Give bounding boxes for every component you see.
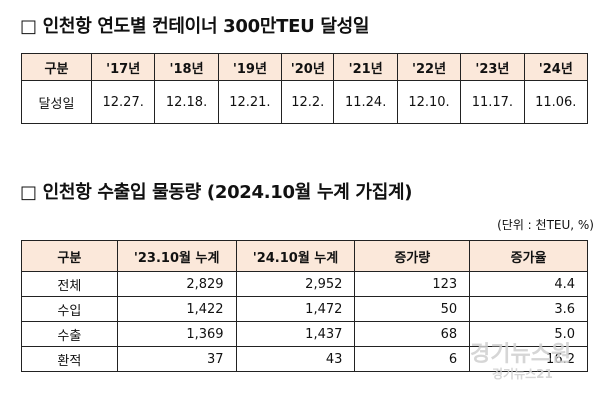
date-cell: 12.18. bbox=[154, 80, 219, 124]
section1-title: □ 인천항 연도별 컨테이너 300만TEU 달성일 bbox=[20, 16, 370, 37]
date-cell: 12.2. bbox=[281, 80, 335, 124]
date-cell: 12.10. bbox=[396, 80, 462, 124]
value-cell: 2,952 bbox=[235, 271, 356, 297]
table-header-row: 구분 '17년 '18년 '19년 '20년 '21년 '22년 '23년 '2… bbox=[21, 53, 589, 81]
year-cell: '17년 bbox=[90, 53, 156, 81]
header-cell: 증가율 bbox=[469, 240, 588, 272]
table-row: 수출 1,369 1,437 68 5.0 bbox=[21, 321, 588, 347]
date-cell: 12.21. bbox=[217, 80, 283, 124]
date-cell: 12.27. bbox=[90, 80, 156, 124]
table-header-row: 구분 '23.10월 누계 '24.10월 누계 증가량 증가율 bbox=[21, 240, 588, 272]
year-cell: '21년 bbox=[333, 53, 398, 81]
date-cell: 11.17. bbox=[460, 80, 525, 124]
header-cell: 구분 bbox=[21, 53, 92, 81]
value-cell: 2,829 bbox=[116, 271, 237, 297]
value-cell: 1,422 bbox=[116, 296, 237, 322]
year-cell: '22년 bbox=[396, 53, 462, 81]
year-cell: '19년 bbox=[217, 53, 283, 81]
value-cell: 1,369 bbox=[116, 321, 237, 347]
value-cell: 37 bbox=[116, 346, 237, 372]
row-label: 수입 bbox=[21, 296, 118, 322]
row-label: 환적 bbox=[21, 346, 118, 372]
date-cell: 11.06. bbox=[523, 80, 589, 124]
value-cell: 68 bbox=[354, 321, 471, 347]
row-label: 수출 bbox=[21, 321, 118, 347]
value-cell: 3.6 bbox=[469, 296, 588, 322]
value-cell: 5.0 bbox=[469, 321, 588, 347]
value-cell: 16.2 bbox=[469, 346, 588, 372]
table-row: 달성일 12.27. 12.18. 12.21. 12.2. 11.24. 12… bbox=[21, 80, 589, 124]
value-cell: 1,472 bbox=[235, 296, 356, 322]
table-row: 전체 2,829 2,952 123 4.4 bbox=[21, 271, 588, 297]
value-cell: 50 bbox=[354, 296, 471, 322]
year-cell: '20년 bbox=[281, 53, 335, 81]
watermark-logo: 경기뉴스원 bbox=[470, 342, 572, 367]
date-cell: 11.24. bbox=[333, 80, 398, 124]
row-label: 전체 bbox=[21, 271, 118, 297]
achievement-date-table: 구분 '17년 '18년 '19년 '20년 '21년 '22년 '23년 '2… bbox=[21, 53, 589, 124]
header-cell: '24.10월 누계 bbox=[235, 240, 356, 272]
header-cell: '23.10월 누계 bbox=[116, 240, 237, 272]
cargo-volume-table: 구분 '23.10월 누계 '24.10월 누계 증가량 증가율 전체 2,82… bbox=[21, 240, 588, 372]
year-cell: '18년 bbox=[154, 53, 219, 81]
value-cell: 123 bbox=[354, 271, 471, 297]
value-cell: 6 bbox=[354, 346, 471, 372]
header-cell: 증가량 bbox=[354, 240, 471, 272]
row-label: 달성일 bbox=[21, 80, 92, 124]
table-row: 수입 1,422 1,472 50 3.6 bbox=[21, 296, 588, 322]
header-cell: 구분 bbox=[21, 240, 118, 272]
year-cell: '24년 bbox=[523, 53, 589, 81]
year-cell: '23년 bbox=[460, 53, 525, 81]
value-cell: 4.4 bbox=[469, 271, 588, 297]
value-cell: 43 bbox=[235, 346, 356, 372]
watermark-sub: 경기뉴스21 bbox=[492, 367, 553, 381]
value-cell: 1,437 bbox=[235, 321, 356, 347]
unit-note: (단위 : 천TEU, %) bbox=[497, 218, 594, 232]
section2-title: □ 인천항 수출입 물동량 (2024.10월 누계 가집계) bbox=[20, 182, 413, 203]
table-row: 환적 37 43 6 16.2 bbox=[21, 346, 588, 372]
